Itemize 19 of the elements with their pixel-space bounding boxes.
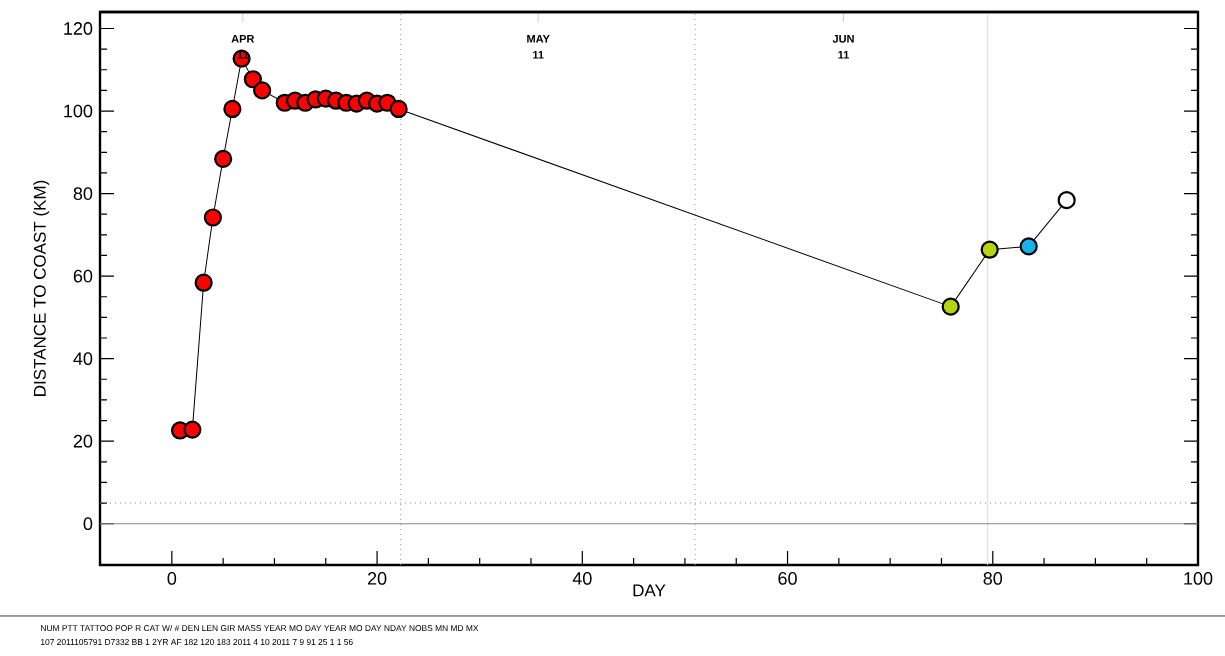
y-tick-label: 20	[73, 434, 93, 448]
y-tick-label: 60	[73, 269, 93, 283]
y-axis-title: DISTANCE TO COAST (KM)	[33, 180, 50, 396]
x-tick-label: 20	[367, 572, 387, 585]
text: 107 2011105791 D7332 BB 1 2YR AF 182 120 183 2011 4 10 2011 7 9 91 25 1 1 56	[41, 639, 353, 645]
x-tick-label: 0	[167, 572, 177, 585]
x-tick-label: 80	[983, 572, 1003, 585]
y-tick-label: 0	[83, 517, 93, 531]
x2-tick-label: JUN 11	[832, 35, 854, 59]
y-tick-label: 100	[64, 104, 93, 118]
x-axis-title: DAY	[633, 584, 666, 597]
x2-tick-label: MAY 11	[527, 35, 550, 59]
text: NUM PTT TATTOO POP R CAT W/ # DEN LEN GIR MASS YEAR MO DAY YEAR MO DAY NDAY NOBS MN MD MX	[41, 624, 479, 632]
x-tick-label: 100	[1184, 572, 1213, 585]
x-tick-label: 40	[572, 572, 592, 585]
y-tick-label: 120	[64, 22, 93, 35]
y-tick-label: 80	[73, 187, 93, 200]
y-tick-label: 40	[73, 352, 93, 366]
x-tick-label: 60	[778, 572, 797, 585]
